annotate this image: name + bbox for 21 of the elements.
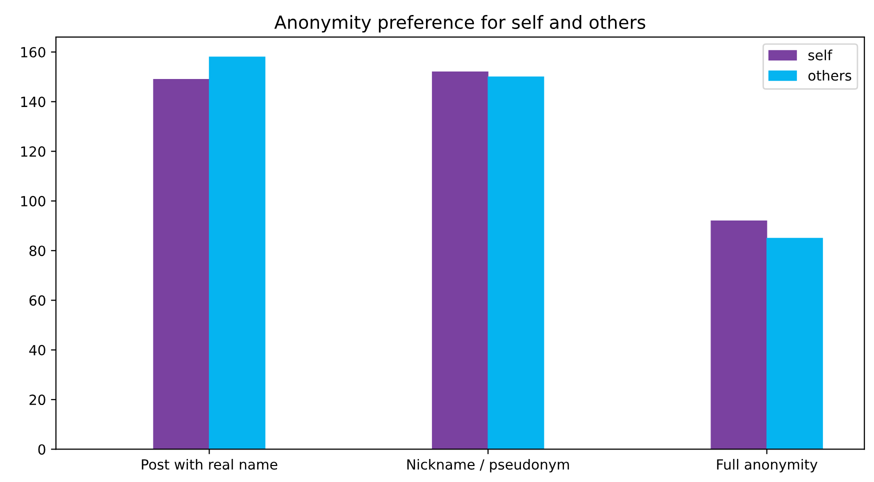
y-tick-label: 40 [29, 344, 46, 356]
chart-title: Anonymity preference for self and others [274, 15, 646, 33]
y-tick-label: 120 [21, 146, 46, 157]
y-tick-label: 140 [21, 96, 46, 108]
y-tick-label: 0 [38, 444, 46, 455]
y-tick-label: 80 [29, 246, 46, 256]
y-tick-label: 160 [21, 46, 46, 58]
legend-label: others [808, 70, 852, 81]
legend-label: self [808, 50, 832, 60]
x-tick-label: Nickname / pseudonym [407, 458, 569, 472]
bar [153, 78, 210, 450]
y-tick-label: 20 [30, 394, 46, 406]
y-tick-label: 60 [30, 295, 46, 306]
x-tick-label: Post with real name [142, 458, 278, 470]
bar [766, 238, 823, 450]
bar [432, 72, 488, 450]
bar [208, 56, 266, 450]
x-tick-label: Full anonymity [717, 458, 818, 472]
y-tick-label: 100 [21, 196, 46, 206]
bar [488, 76, 544, 450]
bar [710, 220, 768, 450]
